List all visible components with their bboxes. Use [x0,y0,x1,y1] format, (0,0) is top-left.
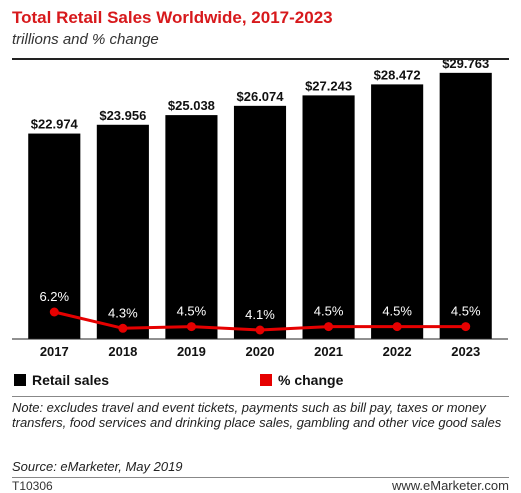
footer-divider [12,477,509,478]
pct-label-2023: 4.5% [451,304,481,319]
bar-value-label-2018: $23.956 [99,108,146,123]
chart-code: T10306 [12,479,53,493]
pct-point-2023 [461,322,471,332]
bar-2023 [439,72,492,339]
bar-2019 [165,115,218,339]
bar-value-label-2020: $26.074 [237,89,285,104]
chart-title: Total Retail Sales Worldwide, 2017-2023 [12,8,333,27]
x-tick-label-2018: 2018 [108,344,137,359]
chart-note: Note: excludes travel and event tickets,… [12,400,502,430]
legend-label-pct-change: % change [278,372,344,388]
pct-point-2019 [186,322,196,332]
note-divider [12,396,509,397]
bar-value-label-2019: $25.038 [168,98,215,113]
x-tick-label-2019: 2019 [177,344,206,359]
chart-area: $22.974 $23.956 $25.038 $26.074 $27.243 $28.4… [12,60,508,359]
pct-label-2020: 4.1% [245,307,275,322]
x-tick-label-2022: 2022 [383,344,412,359]
bar-2022 [371,84,424,339]
pct-point-2018 [118,323,128,333]
x-tick-label-2017: 2017 [40,344,69,359]
chart-subtitle: trillions and % change [12,31,159,48]
bar-2018 [96,124,149,339]
bar-2021 [302,95,355,340]
brand-url: www.eMarketer.com [391,478,509,493]
top-divider [12,58,509,60]
legend-item-retail-sales: Retail sales [14,372,109,388]
pct-label-2022: 4.5% [382,304,412,319]
pct-label-2019: 4.5% [177,304,207,319]
bar-value-label-2023: $29.763 [442,60,489,71]
bar-2017 [28,133,81,339]
legend-swatch-pct-change [260,374,272,386]
x-tick-label-2023: 2023 [451,344,480,359]
bar-2020 [233,105,287,339]
pct-label-2017: 6.2% [39,289,69,304]
legend-swatch-retail-sales [14,374,26,386]
pct-label-2021: 4.5% [314,304,344,319]
x-tick-label-2020: 2020 [246,344,275,359]
chart-source: Source: eMarketer, May 2019 [12,459,183,474]
legend-item-pct-change: % change [260,372,343,388]
pct-point-2022 [392,322,402,332]
bar-value-label-2022: $28.472 [374,67,421,82]
pct-point-2020 [255,325,265,335]
pct-point-2021 [324,322,334,332]
x-tick-label-2021: 2021 [314,344,343,359]
pct-point-2017 [49,307,59,317]
legend-label-retail-sales: Retail sales [32,372,110,388]
bar-value-label-2017: $22.974 [31,117,79,132]
bar-value-label-2021: $27.243 [305,78,352,93]
pct-label-2018: 4.3% [108,305,138,320]
